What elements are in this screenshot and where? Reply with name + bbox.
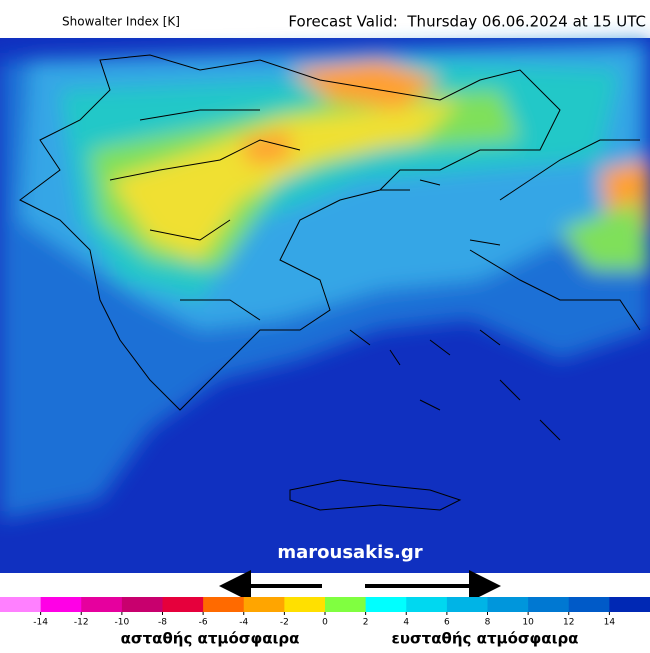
color-swatch: [81, 597, 123, 612]
tick-label: 0: [322, 618, 328, 628]
tick-label: 12: [563, 618, 574, 628]
tick-label: -8: [158, 618, 167, 628]
color-swatch: [528, 597, 570, 612]
color-swatch: [162, 597, 204, 612]
tick-label: 14: [604, 618, 616, 628]
tick-label: -2: [280, 618, 289, 628]
tick-label: 2: [363, 618, 369, 628]
color-swatch: [609, 597, 650, 612]
color-swatch: [284, 597, 326, 612]
stable-label: ευσταθής ατμόσφαιρα: [392, 630, 579, 648]
tick-label: 8: [485, 618, 491, 628]
map: marousakis.gr: [0, 38, 650, 573]
tick-label: -14: [33, 618, 48, 628]
color-swatch: [365, 597, 407, 612]
color-swatch: [40, 597, 82, 612]
unstable-label: ασταθής ατμόσφαιρα: [121, 630, 300, 648]
tick-label: -10: [115, 618, 130, 628]
tick-label: -4: [239, 618, 248, 628]
color-swatch: [406, 597, 448, 612]
forecast-time: Forecast Valid: Thursday 06.06.2024 at 1…: [288, 13, 646, 31]
colorbar: -14 -12 -10 -8 -6 -4 -2 0 2 4 6 8 10 12 14: [0, 597, 650, 628]
color-swatch: [325, 597, 367, 612]
tick-label: 4: [403, 618, 409, 628]
tick-label: 10: [522, 618, 534, 628]
tick-label: -12: [74, 618, 89, 628]
watermark: marousakis.gr: [277, 542, 422, 563]
color-swatch: [446, 597, 488, 612]
map-title: Showalter Index [K]: [62, 15, 180, 29]
tick-label: -6: [199, 618, 208, 628]
color-swatch: [0, 597, 42, 612]
color-swatch: [203, 597, 245, 612]
color-swatch: [487, 597, 529, 612]
color-swatch: [121, 597, 163, 612]
tick-label: 6: [444, 618, 450, 628]
color-swatch: [243, 597, 285, 612]
color-swatch: [568, 597, 610, 612]
